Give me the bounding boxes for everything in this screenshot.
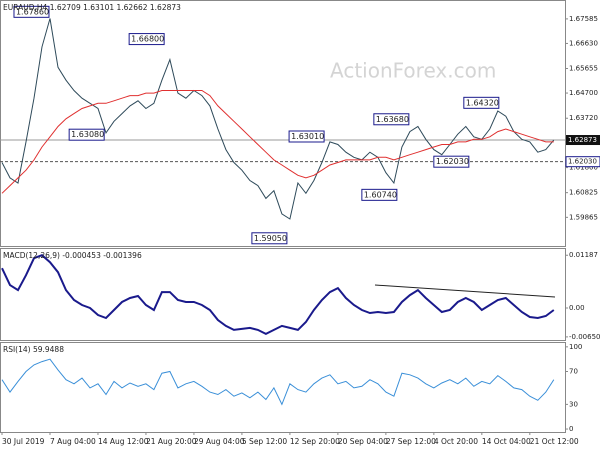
annotation-label: 1.59050 [254,234,287,243]
x-tick-label: 30 Jul 2019 [2,437,45,446]
y-tick-label: -0.006502 [569,333,600,341]
annotation-label: 1.62030 [436,157,469,166]
annotation-label: 1.63010 [291,132,324,141]
annotation-label: 1.64320 [466,98,499,107]
annotation-box [361,188,398,201]
level-box [565,156,600,168]
pane-title: RSI(14) 59.9488 [3,345,64,354]
y-tick-label: 1.63720 [569,114,598,122]
annotation-box [288,130,325,143]
pane-frame [0,0,566,247]
x-tick-label: 7 Aug 04:00 [50,437,96,446]
x-tick-label: 12 Sep 20:00 [290,437,340,446]
price-annotation: 1.63010 [288,130,325,143]
series-line [1,90,554,194]
x-tick-label: 14 Aug 12:00 [98,437,149,446]
y-tick-label: 1.65655 [569,65,598,73]
annotation-box [68,128,105,141]
annotation-box [13,5,50,18]
price-annotation: 1.66800 [128,33,165,46]
annotation-label: 1.66800 [131,35,164,44]
y-tick-label: 0.00 [569,304,585,312]
series-line [1,18,555,220]
pane-frame [0,342,566,433]
pane-title: EURAUD,H4 1.62709 1.63101 1.62662 1.6287… [3,3,181,12]
price-annotation: 1.59050 [251,232,288,245]
price-annotation: 1.63080 [68,128,105,141]
annotation-label: 1.67860 [16,7,49,16]
y-tick-label: 1.59865 [569,213,598,221]
x-tick-label: 14 Oct 04:00 [482,437,531,446]
series-line [1,358,555,406]
level-label: 1.62030 [568,158,597,166]
price-annotation: 1.67860 [13,5,50,18]
pane-frame [0,248,566,341]
y-tick-label: 1.66630 [569,39,598,47]
annotation-label: 1.63080 [71,130,104,139]
y-tick-label: 1.67585 [569,15,598,23]
watermark: ActionForex.com [330,59,496,83]
y-tick-label: 1.60825 [569,189,598,197]
y-tick-label: 1.61800 [569,164,598,172]
current-box [566,135,600,146]
pane-title: MACD(12,26,9) -0.000453 -0.001396 [3,251,142,260]
price-annotation: 1.63680 [373,113,410,126]
x-tick-label: 5 Sep 12:00 [242,437,288,446]
x-tick-label: 20 Sep 04:00 [338,437,388,446]
annotation-label: 1.60740 [364,190,397,199]
y-tick-label: 1.64700 [569,89,598,97]
y-tick-label: 100 [569,343,582,351]
annotation-box [128,33,165,46]
price-annotation: 1.60740 [361,188,398,201]
trend-line [374,284,556,298]
annotation-box [433,155,470,168]
current-label: 1.62873 [568,136,597,144]
x-tick-label: 4 Oct 20:00 [434,437,478,446]
x-tick-label: 29 Aug 04:00 [194,437,245,446]
price-annotation: 1.64320 [463,96,500,109]
x-tick-label: 21 Oct 12:00 [530,437,579,446]
y-tick-label: 0.01187 [569,251,598,259]
annotation-box [463,96,500,109]
annotation-box [251,232,288,245]
annotation-box [373,113,410,126]
y-tick-label: 30 [569,400,578,408]
x-tick-label: 21 Aug 20:00 [146,437,197,446]
x-tick-label: 27 Sep 12:00 [386,437,436,446]
price-annotation: 1.62030 [433,155,470,168]
y-tick-label: 70 [569,368,578,376]
y-tick-label: 0 [569,425,573,433]
annotation-label: 1.63680 [376,115,409,124]
series-line [1,254,555,336]
